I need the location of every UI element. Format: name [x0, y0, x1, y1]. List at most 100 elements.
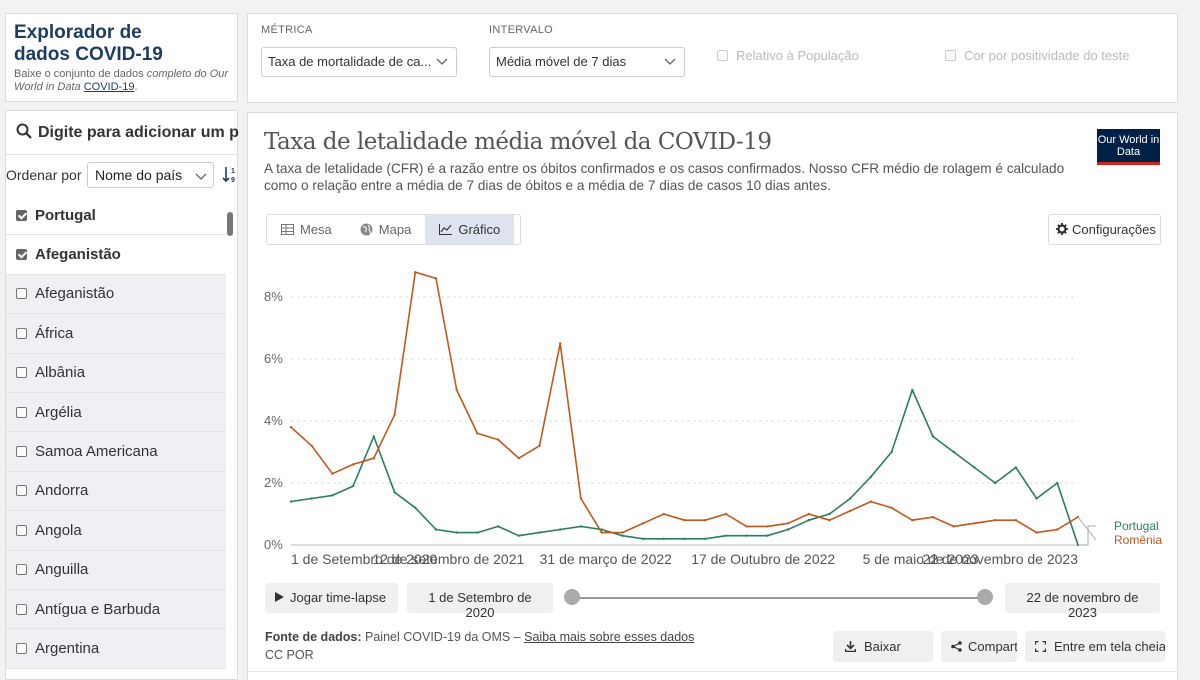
country-checkbox[interactable]: [16, 564, 27, 576]
country-item[interactable]: Samoa Americana: [6, 432, 226, 472]
data-point: [517, 534, 521, 537]
svg-text:1: 1: [231, 168, 235, 175]
country-checkbox[interactable]: [16, 446, 27, 458]
metric-value: Taxa de mortalidade de ca...: [268, 54, 432, 69]
country-checkbox[interactable]: [16, 288, 27, 300]
chart-panel: Taxa de letalidade média móvel da COVID-…: [247, 112, 1179, 680]
x-tick-label: 1 de Setembro de 2020: [291, 551, 438, 567]
country-name: Argélia: [35, 403, 82, 421]
data-point: [828, 519, 831, 522]
country-checkbox[interactable]: [16, 249, 27, 261]
tab-table-label: Mesa: [300, 222, 332, 237]
y-tick-label: 2%: [264, 475, 283, 490]
data-point: [289, 500, 293, 503]
data-point: [455, 531, 458, 534]
country-checkbox[interactable]: [16, 603, 27, 615]
data-point: [600, 531, 603, 534]
end-date-label[interactable]: 22 de novembro de 2023: [1005, 583, 1160, 620]
data-point: [517, 457, 521, 460]
sort-order-icon[interactable]: 19: [222, 166, 238, 183]
tab-table[interactable]: Mesa: [267, 215, 346, 244]
country-search-input[interactable]: Digite para adicionar um país: [6, 111, 239, 155]
data-point: [1014, 466, 1018, 469]
data-point: [911, 519, 914, 522]
owid-logo[interactable]: Our World in Data: [1097, 129, 1160, 165]
data-point: [1035, 531, 1038, 534]
settings-label: Configurações: [1072, 222, 1156, 237]
country-checkbox[interactable]: [16, 485, 27, 497]
play-timelapse-button[interactable]: Jogar time-lapse: [265, 583, 398, 613]
country-item[interactable]: Argentina: [6, 629, 226, 669]
data-point: [641, 522, 645, 525]
country-item[interactable]: Angola: [6, 511, 226, 551]
country-checkbox[interactable]: [16, 209, 27, 221]
covid-dataset-link[interactable]: COVID-19: [83, 81, 135, 93]
data-point: [538, 531, 541, 534]
data-point: [952, 450, 955, 454]
play-label: Jogar time-lapse: [290, 590, 387, 605]
source-link[interactable]: Saiba mais sobre esses dados: [524, 630, 695, 644]
tab-map[interactable]: Mapa: [346, 215, 426, 244]
country-item[interactable]: Anguilla: [6, 550, 226, 590]
data-point: [393, 413, 396, 416]
settings-button[interactable]: Configurações: [1048, 214, 1161, 245]
metric-select[interactable]: Taxa de mortalidade de ca...: [261, 47, 457, 77]
table-icon: [281, 224, 294, 235]
data-point: [331, 472, 334, 475]
country-name: Albânia: [35, 364, 86, 382]
data-point: [372, 457, 376, 460]
sort-label: Ordenar por: [6, 167, 82, 183]
country-list: Portugal Afeganistão Afeganistão África Albâ…: [6, 196, 239, 680]
relative-label: Relativo à População: [736, 48, 859, 63]
data-point: [848, 509, 852, 513]
start-date-label[interactable]: 1 de Setembro de 2020: [407, 583, 553, 620]
timeline-start-handle[interactable]: [564, 589, 580, 605]
country-checkbox[interactable]: [16, 367, 27, 379]
country-item[interactable]: Portugal: [6, 196, 226, 236]
country-item[interactable]: Antígua e Barbuda: [6, 589, 226, 630]
country-item[interactable]: África: [6, 314, 226, 354]
list-scrollbar[interactable]: [226, 196, 234, 680]
country-item[interactable]: Argélia: [6, 392, 226, 433]
timeline-end-handle[interactable]: [977, 589, 993, 605]
scrollbar-thumb[interactable]: [227, 212, 233, 236]
y-tick-label: 4%: [264, 413, 283, 428]
download-label: Baixar: [864, 639, 901, 654]
country-name: Angola: [35, 521, 82, 539]
y-tick-label: 8%: [264, 289, 283, 304]
chevron-down-icon: [195, 173, 207, 180]
country-checkbox[interactable]: [16, 406, 27, 418]
download-button[interactable]: Baixar: [833, 631, 933, 662]
country-item[interactable]: Afeganistão: [6, 235, 226, 275]
data-point: [848, 497, 852, 500]
interval-select[interactable]: Média móvel de 7 dias: [489, 47, 685, 77]
sort-value: Nome do país: [95, 167, 183, 183]
x-tick-label: 31 de março de 2022: [540, 551, 673, 567]
tab-chart-label: Gráfico: [458, 222, 501, 237]
country-item[interactable]: Andorra: [6, 471, 226, 512]
source-text: Painel COVID-19 da OMS –: [365, 630, 521, 644]
country-checkbox[interactable]: [16, 524, 27, 536]
note-text: Baixe o conjunto de dados: [14, 68, 147, 80]
explorer-title-panel: Explorador de dados COVID-19 Baixe o con…: [5, 13, 238, 102]
country-checkbox[interactable]: [16, 327, 27, 339]
test-positivity-checkbox[interactable]: Cor por positividade do teste: [945, 48, 1129, 63]
fullscreen-button[interactable]: Entre em tela cheia: [1025, 631, 1165, 662]
sort-select[interactable]: Nome do país: [87, 162, 214, 188]
country-checkbox[interactable]: [16, 642, 27, 654]
y-tick-label: 0%: [264, 537, 283, 552]
relative-population-checkbox[interactable]: Relativo à População: [717, 48, 859, 63]
data-point: [641, 537, 645, 540]
data-point: [807, 512, 810, 516]
country-item[interactable]: Albânia: [6, 353, 226, 393]
data-point: [351, 463, 355, 466]
share-button[interactable]: Compartilhar: [941, 631, 1017, 662]
data-point: [869, 475, 873, 478]
view-tabs: Mesa Mapa Gráfico: [266, 214, 521, 245]
y-tick-label: 6%: [264, 351, 283, 366]
data-point: [766, 525, 769, 528]
country-item[interactable]: Afeganistão: [6, 274, 226, 315]
tab-chart[interactable]: Gráfico: [425, 215, 515, 244]
timeline-slider-track[interactable]: [573, 597, 983, 599]
x-tick-label: 5 de maio de 2023: [863, 551, 979, 567]
